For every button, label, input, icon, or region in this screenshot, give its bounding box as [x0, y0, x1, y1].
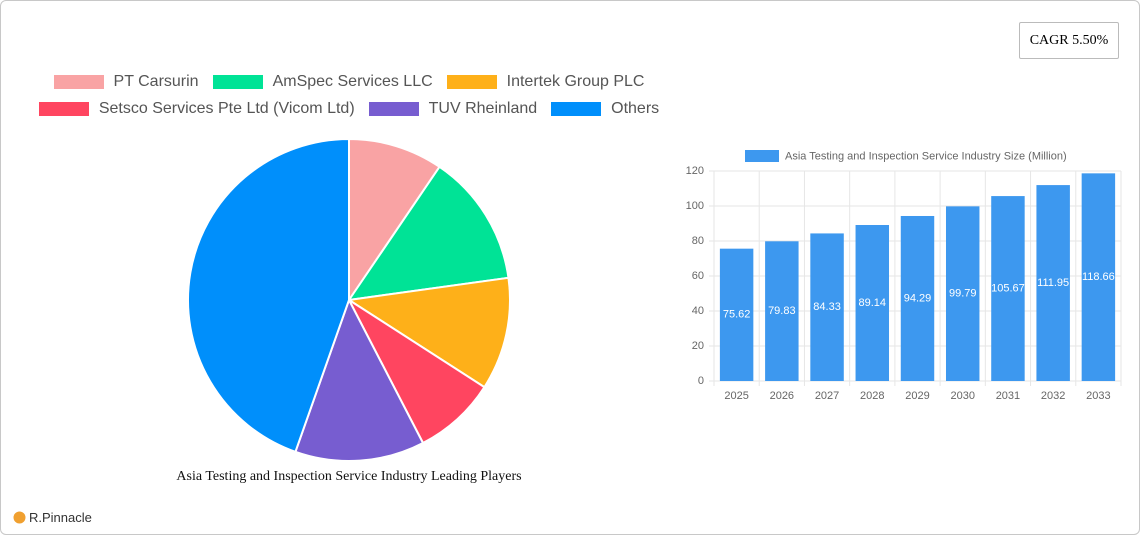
- legend-label: Asia Testing and Inspection Service Indu…: [785, 150, 1067, 162]
- y-tick-label: 20: [692, 340, 704, 352]
- legend-item: TUV Rheinland: [368, 100, 538, 118]
- legend-item: AmSpec Services LLC: [212, 73, 433, 91]
- pie-legend: PT Carsurin AmSpec Services LLC Intertek G…: [21, 73, 677, 118]
- y-tick-label: 80: [692, 235, 704, 247]
- x-tick-label: 2027: [815, 390, 839, 402]
- bar: [991, 196, 1025, 381]
- y-tick-label: 60: [692, 270, 704, 282]
- y-tick-label: 40: [692, 305, 704, 317]
- bar-value-label: 118.66: [1082, 271, 1115, 283]
- bar: [719, 248, 754, 381]
- x-tick-label: 2026: [770, 390, 794, 402]
- bar-value-label: 84.33: [813, 301, 841, 313]
- x-tick-label: 2033: [1086, 390, 1110, 402]
- pie-slice: [346, 276, 511, 389]
- x-tick-label: 2030: [950, 390, 974, 402]
- bar: [1036, 185, 1070, 381]
- pie-slice: [348, 137, 441, 304]
- bar-value-label: 89.14: [859, 297, 887, 309]
- legend-label: Intertek Group PLC: [506, 73, 645, 90]
- x-tick-label: 2028: [860, 390, 884, 402]
- bar-value-label: 79.83: [768, 305, 796, 317]
- pie-slice: [187, 137, 350, 454]
- legend-label: TUV Rheinland: [428, 100, 538, 117]
- x-tick-label: 2032: [1041, 390, 1065, 402]
- legend-swatch: [212, 75, 263, 89]
- brand-name: R.Pinnacle: [29, 510, 92, 525]
- bar: [810, 233, 844, 381]
- bar: [900, 215, 935, 381]
- legend-swatch: [38, 102, 89, 116]
- legend-swatch: [551, 102, 602, 116]
- bar-value-label: 99.79: [949, 288, 977, 300]
- bar: [945, 206, 980, 381]
- legend-swatch: [745, 150, 779, 162]
- bar-value-label: 94.29: [904, 292, 932, 304]
- x-tick-label: 2029: [905, 390, 929, 402]
- y-tick-label: 100: [686, 200, 704, 212]
- cagr-badge: CAGR 5.50%: [1019, 22, 1119, 59]
- legend-item: Others: [551, 100, 659, 118]
- y-tick-label: 0: [698, 375, 704, 387]
- brand-icon: [13, 511, 26, 524]
- pie-slice: [346, 165, 510, 302]
- bar-value-label: 75.62: [723, 309, 751, 321]
- legend-item: Intertek Group PLC: [446, 73, 645, 91]
- x-tick-label: 2031: [996, 390, 1020, 402]
- legend-swatch: [446, 75, 497, 89]
- legend-label: AmSpec Services LLC: [272, 73, 433, 90]
- bar: [1081, 173, 1116, 381]
- bar: [765, 241, 799, 381]
- legend-label: Setsco Services Pte Ltd (Vicom Ltd): [98, 100, 355, 117]
- legend-swatch: [53, 75, 104, 89]
- legend-item: Setsco Services Pte Ltd (Vicom Ltd): [38, 100, 355, 118]
- bar-value-label: 105.67: [991, 282, 1025, 294]
- bar: [855, 225, 890, 381]
- pie-slice: [294, 297, 425, 462]
- pie-caption: Asia Testing and Inspection Service Indu…: [176, 469, 521, 484]
- legend-swatch: [368, 102, 419, 116]
- legend-label: Others: [611, 100, 660, 117]
- x-tick-label: 2025: [724, 390, 748, 402]
- brand: R.Pinnacle: [13, 510, 92, 525]
- bar-value-label: 111.95: [1037, 277, 1069, 289]
- legend-item: PT Carsurin: [53, 73, 199, 91]
- y-tick-label: 120: [686, 165, 704, 177]
- legend-label: PT Carsurin: [113, 73, 199, 90]
